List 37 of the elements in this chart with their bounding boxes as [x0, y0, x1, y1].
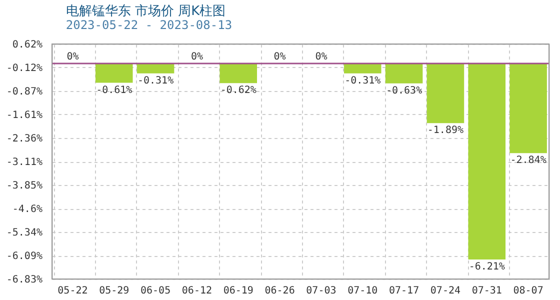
data-label: 0%: [66, 52, 79, 63]
data-label: -6.21%: [468, 261, 505, 272]
y-tick-label: -1.61%: [6, 110, 42, 121]
x-tick-label: 05-29: [99, 286, 130, 296]
x-tick-label: 07-31: [472, 286, 502, 296]
data-label: -0.62%: [220, 85, 256, 96]
data-label: 0%: [315, 52, 328, 63]
y-tick-label: -6.83%: [6, 274, 42, 286]
data-label: -1.89%: [427, 125, 464, 136]
y-tick-label: -2.36%: [6, 134, 42, 144]
x-tick-label: 07-10: [348, 286, 378, 296]
data-label: -2.84%: [510, 155, 546, 166]
chart-title: 电解锰华东 市场价 周K柱图: [66, 4, 226, 19]
x-tick-label: 07-24: [430, 286, 461, 296]
chart-subtitle: 2023-05-22 - 2023-08-13: [66, 18, 232, 32]
y-tick-label: -3.11%: [6, 157, 42, 168]
x-tick-label: 08-07: [513, 286, 544, 296]
x-tick-label: 05-22: [58, 286, 88, 296]
y-tick-label: -5.34%: [6, 228, 42, 238]
y-tick-label: -0.87%: [6, 86, 42, 98]
x-tick-label: 06-26: [264, 286, 295, 296]
x-tick-label: 07-03: [306, 286, 336, 296]
data-label: -0.61%: [96, 84, 132, 96]
y-tick-label: -6.09%: [6, 251, 42, 262]
data-label: -0.31%: [344, 75, 381, 86]
y-tick-label: -4.6%: [12, 204, 42, 216]
x-tick-label: 06-05: [140, 286, 171, 296]
x-tick-label: 06-12: [182, 286, 212, 296]
x-tick-label: 07-17: [388, 286, 420, 296]
x-tick-label: 06-19: [223, 286, 254, 296]
y-tick-label: -0.12%: [6, 62, 42, 74]
data-label: -0.63%: [386, 85, 422, 96]
y-tick-label: -3.85%: [6, 180, 42, 192]
data-label: 0%: [190, 52, 203, 63]
y-tick-label: 0.62%: [12, 40, 42, 50]
data-label: -0.31%: [137, 75, 174, 86]
data-label: 0%: [274, 52, 286, 63]
